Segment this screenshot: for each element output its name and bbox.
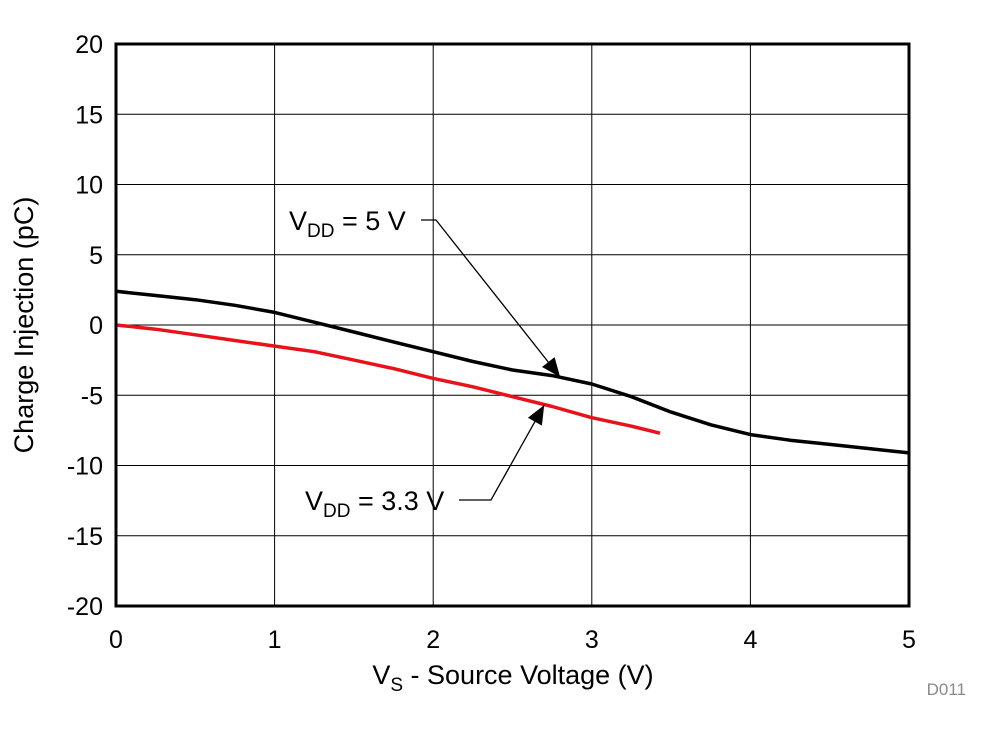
annotation-label: VDD = 5 V — [289, 206, 406, 242]
y-tick-label: -15 — [67, 523, 103, 551]
annotation-arrowhead — [527, 405, 545, 426]
annotation-label: VDD = 3.3 V — [305, 486, 444, 522]
annotation-leader-line — [421, 219, 561, 378]
series-line-vdd-5v — [115, 289, 910, 455]
y-tick-label: -5 — [81, 382, 103, 410]
x-tick-label: 4 — [743, 626, 757, 654]
y-axis-label: Charge Injection (pC) — [9, 197, 39, 454]
annotation-leader-line — [459, 404, 545, 501]
y-tick-label: -10 — [67, 453, 103, 481]
x-tick-label: 5 — [902, 626, 916, 654]
x-tick-label: 2 — [426, 626, 440, 654]
plot-frame — [114, 42, 911, 608]
series-lines — [115, 289, 910, 455]
y-tick-label: 5 — [89, 242, 103, 270]
series-line-vdd-3-3v — [115, 323, 661, 435]
figure-id: D011 — [927, 680, 966, 699]
y-tick-label: 20 — [75, 31, 103, 59]
x-tick-label: 1 — [268, 626, 282, 654]
y-tick-label: -20 — [67, 593, 103, 621]
x-tick-label: 3 — [585, 626, 599, 654]
y-tick-label: 0 — [89, 312, 103, 340]
y-tick-label: 10 — [75, 172, 103, 200]
y-tick-label: 15 — [75, 101, 103, 129]
grid-lines — [115, 43, 910, 607]
x-tick-labels: 0 1 2 3 4 5 — [109, 626, 916, 654]
x-tick-label: 0 — [109, 626, 123, 654]
x-axis-label: VS - Source Voltage (V) — [372, 660, 653, 696]
annotation-arrowhead — [542, 357, 561, 377]
y-tick-labels: -20 -15 -10 -5 0 5 10 15 20 — [67, 31, 103, 621]
annotations: VDD = 5 V VDD = 3.3 V — [289, 206, 561, 522]
